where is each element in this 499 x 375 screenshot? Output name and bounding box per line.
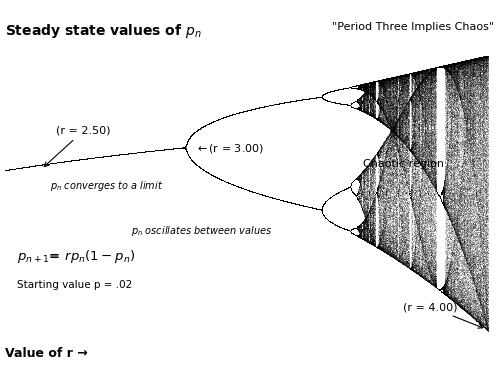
- Text: $p_n$ converges to a limit: $p_n$ converges to a limit: [50, 178, 164, 193]
- Text: $\leftarrow$(r = 3.00): $\leftarrow$(r = 3.00): [195, 142, 264, 154]
- Text: Chaotic region: Chaotic region: [363, 159, 444, 168]
- Text: "Period Three Implies Chaos": "Period Three Implies Chaos": [332, 22, 494, 33]
- Text: $p_n$ oscillates between values: $p_n$ oscillates between values: [131, 224, 272, 238]
- Text: (r = 2.50): (r = 2.50): [44, 126, 111, 166]
- Text: (r = 4.00): (r = 4.00): [404, 302, 483, 328]
- Text: Starting value p = .02: Starting value p = .02: [17, 280, 132, 290]
- Text: Value of r →: Value of r →: [5, 347, 88, 360]
- Text: $p_{n+1}$= $rp_n(1 - p_n)$: $p_{n+1}$= $rp_n(1 - p_n)$: [17, 248, 135, 265]
- Text: Steady state values of $p_n$: Steady state values of $p_n$: [5, 22, 202, 40]
